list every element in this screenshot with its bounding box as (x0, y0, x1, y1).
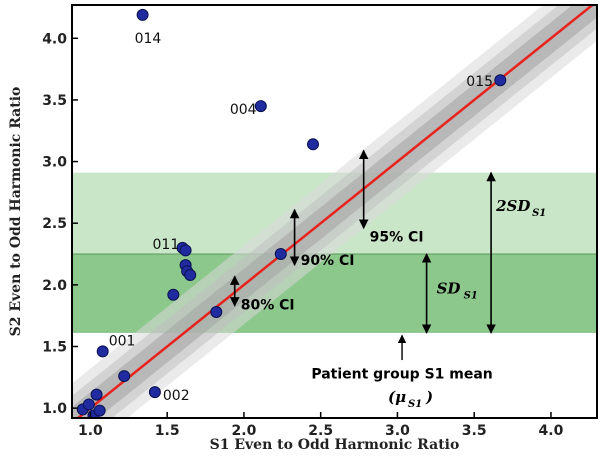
x-axis-title: S1 Even to Odd Harmonic Ratio (210, 437, 460, 453)
y-tick-label: 1.0 (42, 401, 67, 417)
point-label-015: 015 (466, 74, 493, 90)
y-tick-label: 4.0 (42, 31, 67, 47)
data-point (93, 404, 106, 417)
x-tick-label: 2.0 (232, 423, 257, 439)
data-point (184, 268, 197, 281)
y-tick-label: 2.0 (42, 278, 67, 294)
mu-label: (μ (388, 388, 406, 406)
ci95-label: 95% CI (370, 230, 424, 246)
x-tick-label: 1.5 (155, 423, 180, 439)
point-label-014: 014 (135, 31, 162, 47)
x-tick-label: 2.5 (308, 423, 333, 439)
mu-subscript: S1 (408, 399, 422, 410)
data-point (118, 370, 131, 383)
sd-label: SD (437, 279, 461, 297)
point-label-011: 011 (153, 237, 180, 253)
data-point (179, 244, 192, 257)
data-point (307, 138, 320, 151)
y-tick-label: 1.5 (42, 339, 67, 355)
data-point (90, 388, 103, 401)
plot-frame (71, 4, 598, 419)
x-tick-label: 3.0 (385, 423, 410, 439)
point-label-004: 004 (230, 102, 257, 118)
mean-label: Patient group S1 mean (311, 367, 492, 383)
data-point (136, 8, 149, 21)
data-point (82, 398, 95, 411)
x-tick-label: 4.0 (539, 423, 564, 439)
y-tick-label: 2.5 (42, 216, 67, 232)
sd-subscript: S1 (464, 290, 478, 301)
points-layer: 001 002 014 011 004 015 (76, 8, 507, 418)
ci90-label: 90% CI (301, 253, 355, 269)
identity-line (76, 5, 595, 418)
data-point (254, 100, 267, 113)
data-point (494, 74, 507, 87)
x-tick-label: 1.0 (78, 423, 103, 439)
data-point (167, 288, 180, 301)
mu-close: ) (425, 388, 433, 406)
point-label-001: 001 (109, 333, 136, 349)
data-point (148, 386, 161, 399)
y-tick-label: 3.0 (42, 155, 67, 171)
twosd-label: 2SD (495, 197, 530, 215)
y-tick-label: 3.5 (42, 93, 67, 109)
data-point (210, 305, 223, 318)
ci80-label: 80% CI (241, 298, 295, 314)
point-label-002: 002 (163, 388, 190, 404)
y-axis-title: S2 Even to Odd Harmonic Ratio (8, 87, 24, 337)
data-point (274, 248, 287, 261)
twosd-subscript: S1 (532, 208, 546, 219)
x-tick-label: 3.5 (462, 423, 487, 439)
bands-layer (72, 5, 597, 418)
axes-layer: 1.0 1.5 2.0 2.5 3.0 3.5 4.0 1.0 1.5 2.0 2.5 3.0 3.5 4… (42, 31, 563, 439)
data-point (96, 345, 109, 358)
